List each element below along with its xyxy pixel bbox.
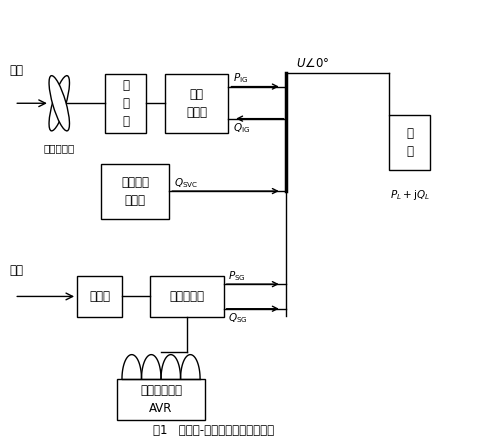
Text: $Q_{\rm SVC}$: $Q_{\rm SVC}$ [174,176,199,190]
Text: 感应
发电机: 感应 发电机 [186,88,207,119]
Text: 静止无功
补偿器: 静止无功 补偿器 [121,176,149,207]
Text: 同步发电机: 同步发电机 [170,290,205,303]
Bar [100,164,170,219]
Bar [165,73,228,133]
Text: 涡轮机叶片: 涡轮机叶片 [43,143,75,153]
Bar [77,276,122,317]
Text: 燃料: 燃料 [10,264,24,277]
Text: 风能: 风能 [10,64,24,77]
Text: $Q_{\rm SG}$: $Q_{\rm SG}$ [228,311,248,325]
Ellipse shape [49,76,70,131]
Text: 励磁调节器，
AVR: 励磁调节器， AVR [140,384,182,415]
Bar [105,73,146,133]
Text: 柴油机: 柴油机 [89,290,110,303]
Bar [150,276,224,317]
Bar [389,115,430,170]
Text: $U\angle0°$: $U\angle0°$ [296,57,329,70]
Text: $P_{\rm SG}$: $P_{\rm SG}$ [228,269,246,283]
Text: $P_L + {\rm j}Q_L$: $P_L + {\rm j}Q_L$ [389,188,429,202]
Text: $P_{\rm IG}$: $P_{\rm IG}$ [233,71,249,85]
Text: 负
荷: 负 荷 [406,127,413,158]
Text: 齿
轮
箱: 齿 轮 箱 [122,79,129,128]
Text: 图1   孤岛风-柴混合电力系统结构图: 图1 孤岛风-柴混合电力系统结构图 [153,424,274,437]
Text: $Q_{\rm IG}$: $Q_{\rm IG}$ [233,121,251,135]
Bar [117,379,205,421]
Ellipse shape [49,76,70,131]
